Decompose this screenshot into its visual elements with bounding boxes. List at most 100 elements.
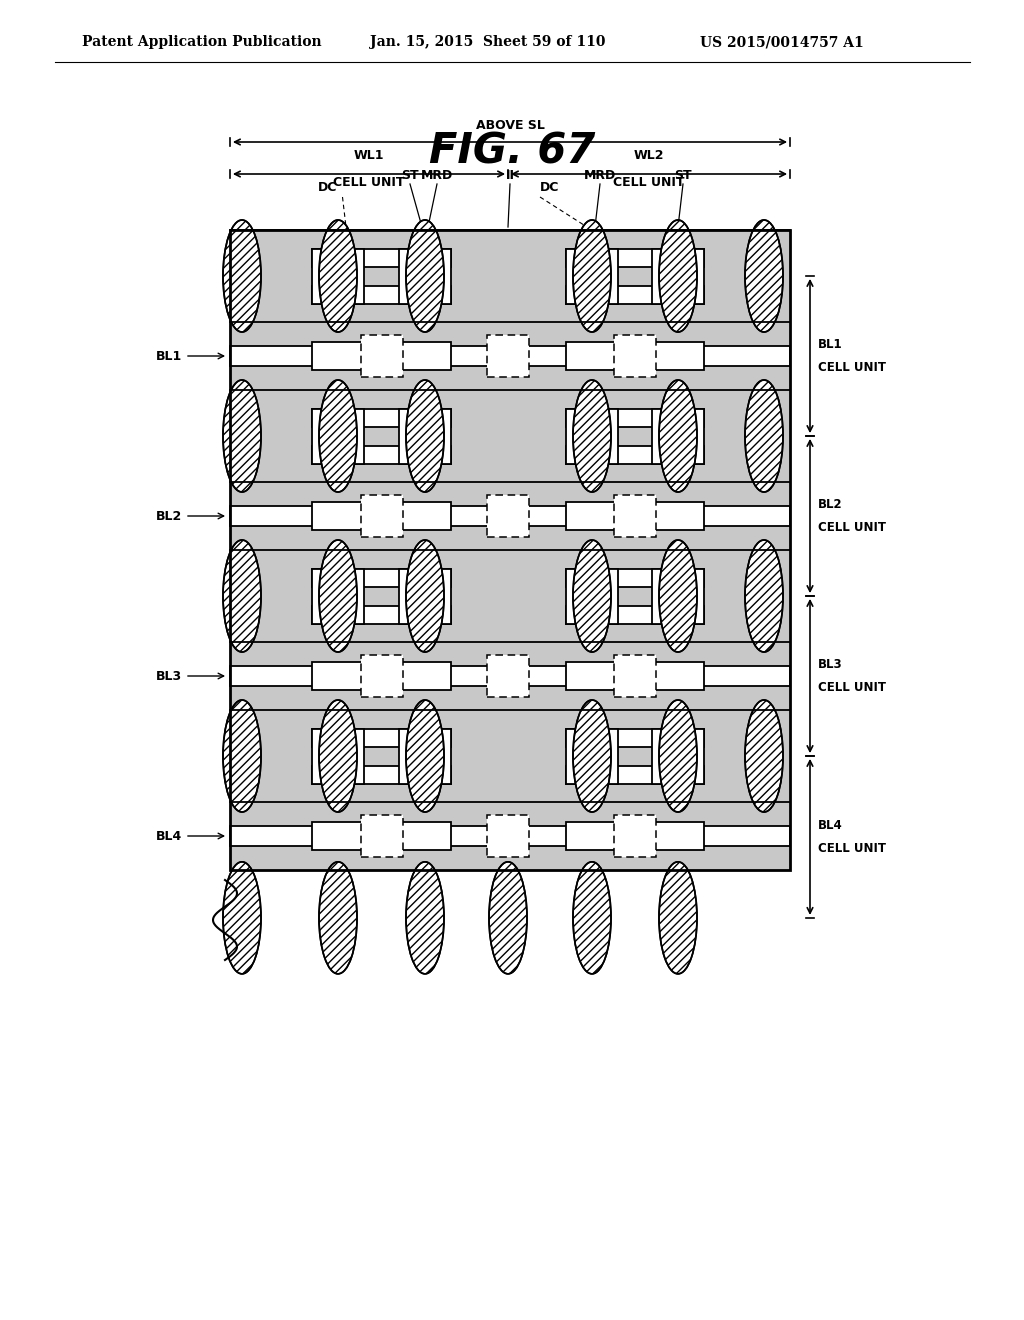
Ellipse shape xyxy=(406,700,444,812)
Ellipse shape xyxy=(659,380,697,492)
Bar xyxy=(230,506,790,525)
Bar xyxy=(487,814,529,857)
Ellipse shape xyxy=(745,380,783,492)
Text: BL4: BL4 xyxy=(818,818,843,832)
Bar xyxy=(312,248,364,304)
Text: WL1: WL1 xyxy=(353,149,384,162)
Ellipse shape xyxy=(573,700,611,812)
Bar xyxy=(652,663,705,690)
Bar xyxy=(399,822,451,850)
Ellipse shape xyxy=(223,700,261,812)
Text: MRD: MRD xyxy=(421,169,454,182)
Bar xyxy=(312,663,364,690)
Bar xyxy=(399,729,451,784)
Ellipse shape xyxy=(319,700,357,812)
Bar xyxy=(312,502,364,531)
Bar xyxy=(566,408,705,426)
Text: BL3: BL3 xyxy=(818,657,843,671)
Bar xyxy=(652,342,705,370)
Text: CELL UNIT: CELL UNIT xyxy=(818,842,886,855)
Bar xyxy=(487,335,529,378)
Bar xyxy=(312,729,451,747)
Bar xyxy=(399,663,451,690)
Bar xyxy=(399,342,451,370)
Bar xyxy=(566,663,618,690)
Bar xyxy=(566,502,618,531)
Bar xyxy=(399,569,451,623)
Text: BL2: BL2 xyxy=(818,498,843,511)
Bar xyxy=(360,495,402,537)
Text: CELL UNIT: CELL UNIT xyxy=(613,176,685,189)
Ellipse shape xyxy=(406,220,444,333)
Ellipse shape xyxy=(659,220,697,333)
Text: BL1: BL1 xyxy=(156,350,182,363)
Bar xyxy=(566,729,618,784)
Bar xyxy=(652,569,705,623)
Bar xyxy=(230,230,790,870)
Bar xyxy=(312,766,451,784)
Bar xyxy=(566,446,705,463)
Bar xyxy=(312,569,364,623)
Bar xyxy=(312,606,451,623)
Bar xyxy=(566,342,618,370)
Bar xyxy=(312,822,364,850)
Text: CELL UNIT: CELL UNIT xyxy=(818,360,886,374)
Text: ST: ST xyxy=(401,169,419,182)
Ellipse shape xyxy=(223,862,261,974)
Text: Jan. 15, 2015  Sheet 59 of 110: Jan. 15, 2015 Sheet 59 of 110 xyxy=(370,36,605,49)
Bar xyxy=(360,335,402,378)
Ellipse shape xyxy=(745,700,783,812)
Bar xyxy=(652,502,705,531)
Text: MRD: MRD xyxy=(584,169,616,182)
Ellipse shape xyxy=(573,862,611,974)
Bar xyxy=(312,248,451,267)
Ellipse shape xyxy=(223,540,261,652)
Bar xyxy=(614,655,656,697)
Text: Patent Application Publication: Patent Application Publication xyxy=(82,36,322,49)
Text: CELL UNIT: CELL UNIT xyxy=(818,521,886,535)
Bar xyxy=(312,342,364,370)
Ellipse shape xyxy=(223,380,261,492)
Bar xyxy=(312,408,364,463)
Ellipse shape xyxy=(406,380,444,492)
Bar xyxy=(312,569,451,586)
Text: BL1: BL1 xyxy=(818,338,843,351)
Bar xyxy=(566,569,705,586)
Ellipse shape xyxy=(659,700,697,812)
Text: DC: DC xyxy=(541,181,560,194)
Bar xyxy=(614,335,656,378)
Text: CELL UNIT: CELL UNIT xyxy=(333,176,404,189)
Bar xyxy=(566,408,618,463)
Ellipse shape xyxy=(659,862,697,974)
Text: BL2: BL2 xyxy=(156,510,182,523)
Bar xyxy=(399,408,451,463)
Text: BL4: BL4 xyxy=(156,829,182,842)
Bar xyxy=(652,408,705,463)
Ellipse shape xyxy=(319,220,357,333)
Text: CELL UNIT: CELL UNIT xyxy=(818,681,886,694)
Bar xyxy=(312,729,364,784)
Ellipse shape xyxy=(573,220,611,333)
Ellipse shape xyxy=(319,862,357,974)
Text: FIG. 67: FIG. 67 xyxy=(429,131,595,173)
Bar xyxy=(360,655,402,697)
Bar xyxy=(399,248,451,304)
Ellipse shape xyxy=(573,540,611,652)
Text: US 2015/0014757 A1: US 2015/0014757 A1 xyxy=(700,36,864,49)
Bar xyxy=(312,408,451,426)
Bar xyxy=(399,502,451,531)
Text: DC: DC xyxy=(317,181,337,194)
Bar xyxy=(614,814,656,857)
Bar xyxy=(230,667,790,686)
Text: II: II xyxy=(506,169,514,182)
Bar xyxy=(652,248,705,304)
Ellipse shape xyxy=(745,220,783,333)
Bar xyxy=(566,248,618,304)
Ellipse shape xyxy=(659,540,697,652)
Bar xyxy=(230,230,790,870)
Ellipse shape xyxy=(573,380,611,492)
Bar xyxy=(230,826,790,846)
Ellipse shape xyxy=(489,862,527,974)
Text: BL3: BL3 xyxy=(156,669,182,682)
Text: WL2: WL2 xyxy=(634,149,665,162)
